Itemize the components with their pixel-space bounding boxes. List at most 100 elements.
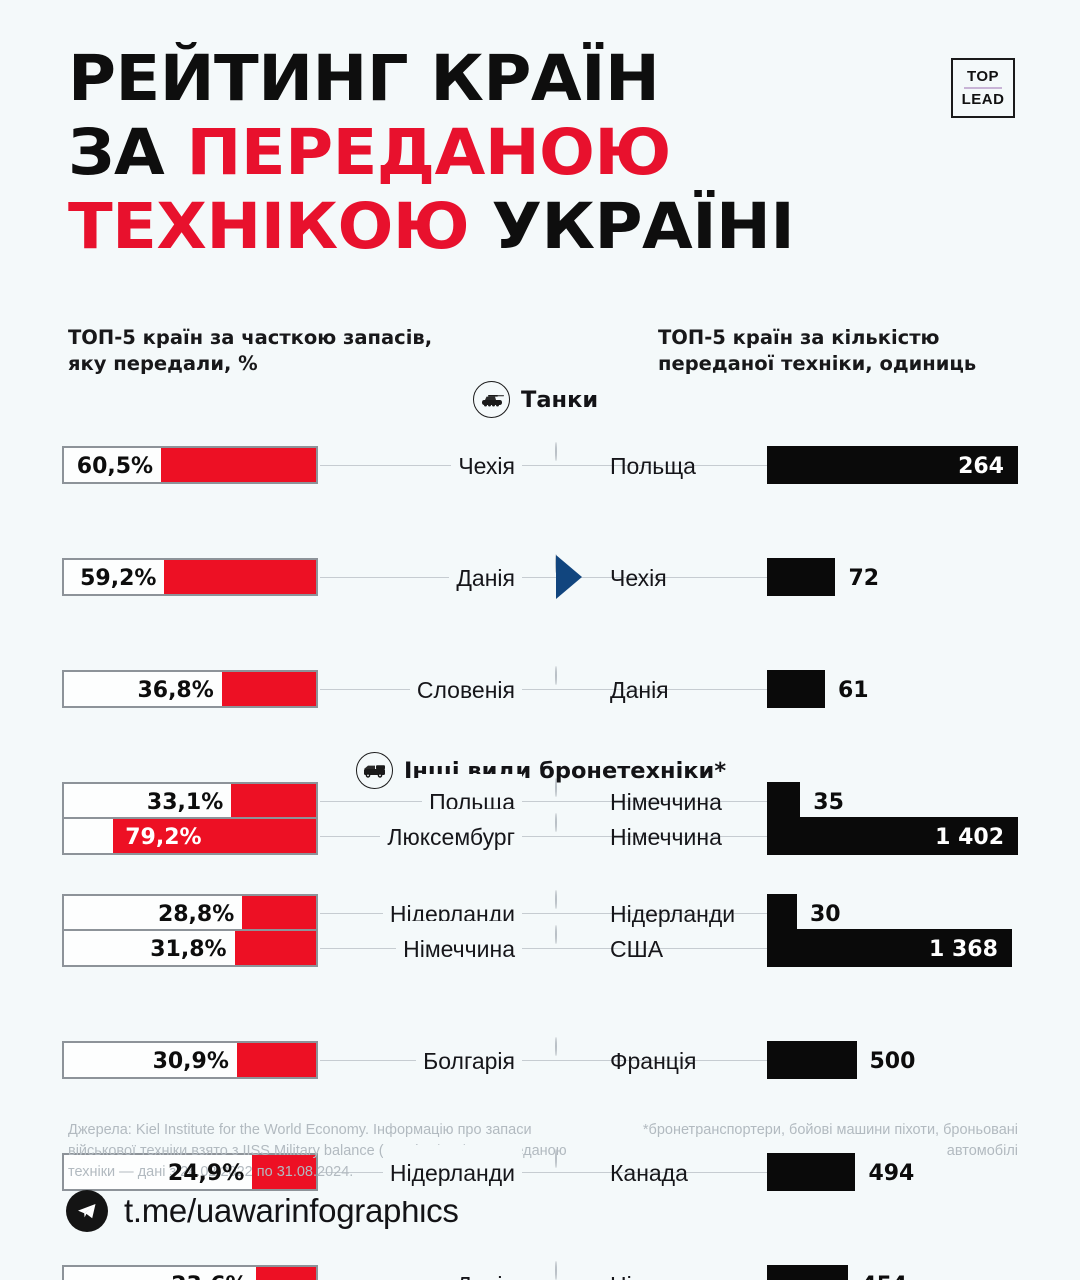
count-country-label: Канада [610,1159,688,1186]
count-value-label: 1 402 [935,824,1004,850]
count-country-label: Польща [610,452,696,479]
count-country-flag [555,666,600,712]
count-value-label: 264 [958,453,1004,479]
flag-us: ★★★★★★★★★★★★★★★★★★ [555,925,557,944]
count-country-label: Чехія [610,564,667,591]
count-country-label: Франція [610,1047,697,1074]
footnote-text: *бронетранспортери, бойові машини піхоти… [642,1122,1018,1159]
share-country-label: Нідерланди [382,1145,522,1201]
count-value-label: 500 [869,1048,916,1074]
count-country-flag [555,1261,600,1280]
count-bar [767,817,1018,855]
flag-de [555,778,557,797]
share-value-label: 30,9% [152,1048,229,1074]
logo-divider [964,87,1002,89]
section-label: Танки [521,386,599,413]
count-value-label: 30 [810,901,841,927]
share-connector [320,688,724,691]
count-country-flag [555,1037,600,1083]
count-country-label: Німеччина [610,788,722,815]
share-value-label: 79,2% [125,824,202,850]
count-bar [767,782,801,820]
count-value-label: 454 [861,1257,907,1280]
flag-ca [555,1149,557,1168]
share-connector [320,1059,724,1062]
top-lead-logo: TOP LEAD [951,58,1015,118]
count-connector [667,576,767,579]
share-country-label: Болгарія [416,1033,522,1089]
count-value-label: 35 [813,789,844,815]
count-connector [675,1171,767,1174]
chart-row: 23,6% Данія Нідерланди 454 [0,1257,1080,1280]
count-country-flag [555,778,600,824]
share-country-label: Люксембург [380,809,522,865]
count-bar [767,1265,849,1280]
count-country-flag [555,554,600,600]
flag-fr [555,1037,557,1056]
share-bar-track [62,670,318,708]
count-connector [699,835,767,838]
count-value-label: 494 [868,1160,915,1186]
share-value-label: 28,8% [157,901,235,927]
count-bar [767,1041,857,1079]
count-connector [707,912,767,915]
count-value-label: 61 [837,677,869,703]
chart-row: 31,8% Німеччина ★★★★★★★★★★★★★★★★★★ США 1… [0,921,1080,977]
share-bar-track [62,1041,318,1079]
logo-top-text: TOP [966,68,1000,85]
share-bar-track [62,446,318,484]
section-rows-tanks: 60,5% Чехія Польща 264 59,2% Данія Чехія… [0,438,1080,942]
share-bar-track [62,1265,318,1280]
logo-lead-text: LEAD [961,91,1005,108]
share-connector [320,576,760,579]
count-country-flag [555,890,600,936]
share-value-label: 24,9% [167,1160,245,1186]
count-bar [767,558,836,596]
chart-row: 36,8% Словенія Данія 61 [0,662,1080,718]
count-connector [651,947,767,950]
share-value-label: 31,8% [150,936,227,962]
share-bar-fill [242,896,316,930]
share-bar-track [62,558,318,596]
column-header-share: ТОП-5 країн за часткою запасів, яку пере… [68,326,433,375]
tank-icon [473,381,510,418]
count-bar [767,446,1018,484]
share-bar-fill [113,819,316,853]
flag-pl [555,442,557,461]
share-bar-fill [221,672,316,706]
count-bar [767,670,825,708]
share-bar-fill [234,931,316,965]
flag-nl [555,890,557,909]
count-connector [699,800,767,803]
count-value-label: 72 [848,565,880,591]
share-country-label: Словенія [409,662,522,718]
share-country-label: Данія [449,550,522,606]
title-line-2: ЗА ПЕРЕДАНОЮ [68,116,671,189]
count-value-label: 1 368 [929,936,998,962]
count-country-flag: ★★★★★★★★★★★★★★★★★★ [555,925,600,971]
chart-row: 24,9% Нідерланди Канада 494 [0,1145,1080,1201]
chart-row: 60,5% Чехія Польща 264 [0,438,1080,494]
title-line-3: ТЕХНІКОЮ УКРАЇНІ [68,190,795,263]
flag-de [555,813,557,832]
share-country-label: Німеччина [396,921,522,977]
count-connector [675,464,767,467]
share-country-label: Данія [449,1257,522,1280]
chart-row: 59,2% Данія Чехія 72 [0,550,1080,606]
share-bar-fill [164,560,316,594]
flag-cz [555,554,582,599]
count-country-flag [555,1149,600,1195]
section-title-tanks: Танки [473,381,598,418]
share-bar-fill [161,448,316,482]
share-value-label: 60,5% [76,453,154,479]
share-bar-track [62,894,318,932]
share-bar-fill [231,784,316,818]
share-value-label: 23,6% [74,1257,247,1280]
column-header-count: ТОП-5 країн за кількістю переданої техні… [658,326,977,375]
section-rows-other-armor: 79,2% Люксембург Німеччина 1 402 31,8% Н… [0,809,1080,1280]
count-country-label: Нідерланди [610,1257,735,1280]
share-country-label: Чехія [451,438,522,494]
share-bar-fill [236,1043,316,1077]
count-connector [667,688,767,691]
